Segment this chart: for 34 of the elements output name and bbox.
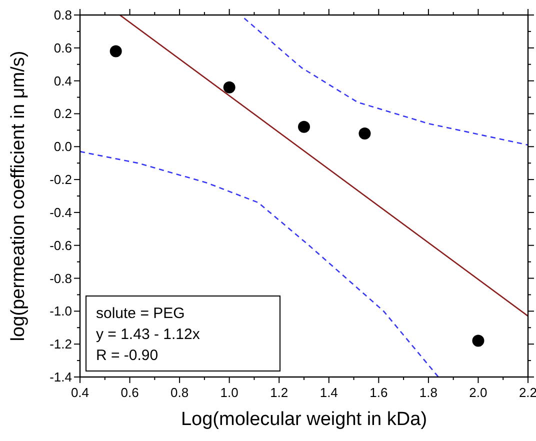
- y-tick-label: -1.4: [50, 370, 72, 384]
- y-tick-label: 0.0: [54, 139, 72, 154]
- y-tick-label: -1.2: [50, 336, 72, 352]
- annotation: solute = PEG: [96, 305, 185, 322]
- y-tick-label: -0.6: [50, 238, 72, 253]
- x-tick-label: 1.4: [320, 385, 338, 400]
- x-tick-label: 2.2: [518, 385, 536, 400]
- x-tick-label: 1.6: [370, 385, 388, 400]
- point: [110, 45, 122, 58]
- y-tick-label: 0.4: [54, 73, 72, 88]
- annotation: R = -0.90: [96, 347, 158, 364]
- x-tick-label: 0.4: [70, 385, 90, 400]
- y-tick-label: -0.2: [50, 172, 72, 188]
- x-tick-label: 2.0: [469, 385, 488, 400]
- x-tick-label: 0.6: [120, 385, 139, 400]
- x-tick-label: 0.8: [170, 385, 189, 400]
- line-series: [80, 150, 440, 377]
- point: [472, 334, 484, 347]
- point: [223, 81, 236, 94]
- x-tick-label: 1.0: [220, 385, 238, 400]
- y-tick-label: 0.8: [54, 8, 72, 22]
- y-tick-label: 0.6: [54, 40, 72, 56]
- annotation: y = 1.43 - 1.12x: [96, 326, 200, 343]
- line-series: [244, 18, 528, 146]
- y-tick-label: -0.4: [50, 204, 72, 220]
- x-tick-label: 1.2: [270, 385, 288, 400]
- x-tick-label: 1.8: [419, 385, 438, 400]
- point: [358, 127, 371, 140]
- point: [298, 120, 310, 133]
- y-tick-label: 0.2: [54, 106, 72, 122]
- y-tick-label: -0.8: [50, 270, 72, 286]
- y-tick-label: -1.0: [50, 304, 72, 319]
- x-axis-title: Log(molecular weight in kDa): [180, 409, 428, 430]
- y-axis-title: log(permeation coefficient in μm/s): [8, 50, 29, 342]
